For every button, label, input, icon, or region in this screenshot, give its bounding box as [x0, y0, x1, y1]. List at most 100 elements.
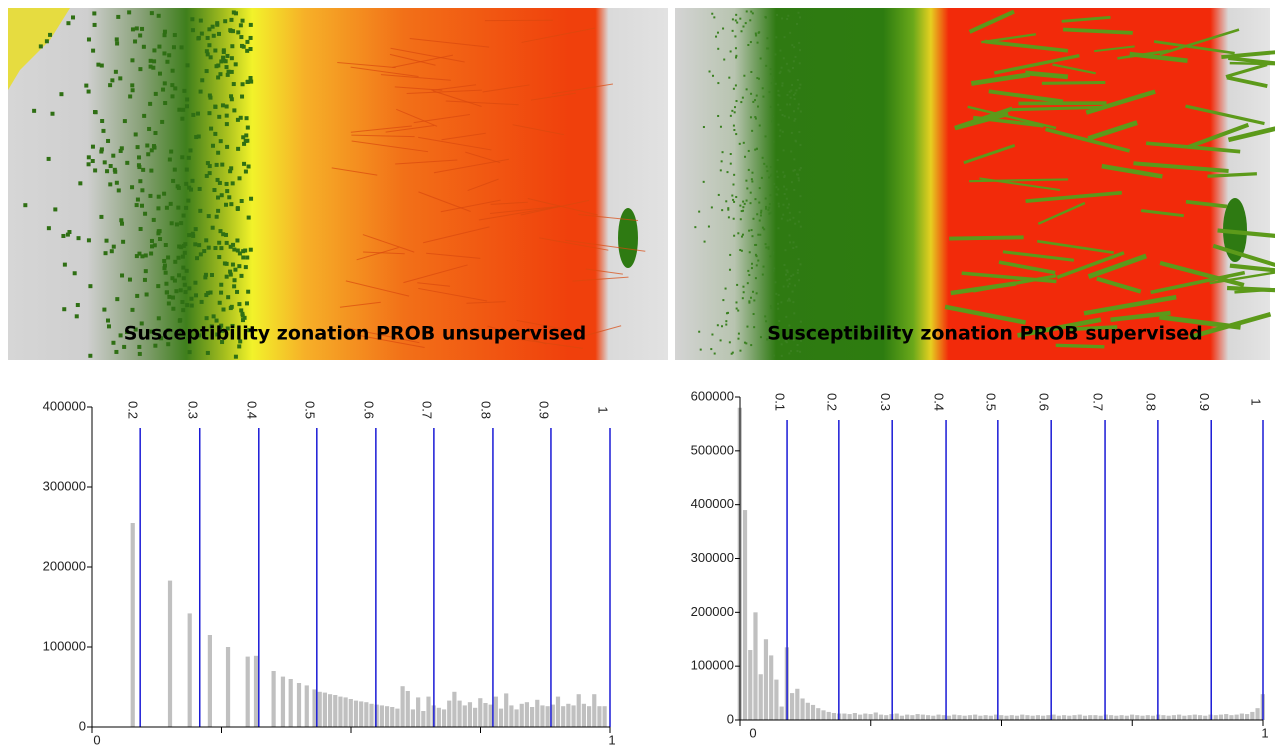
bar	[915, 714, 920, 720]
bar	[369, 703, 374, 727]
map-pixel	[761, 226, 764, 229]
bar	[426, 696, 431, 727]
map-pixel	[211, 33, 216, 38]
map-pixel	[777, 123, 780, 126]
map-pixel	[793, 158, 796, 161]
map-pixel	[764, 197, 767, 200]
map-pixel	[176, 185, 181, 190]
map-pixel	[171, 306, 176, 311]
map-pixel	[792, 60, 795, 63]
map-pixel	[130, 307, 135, 312]
map-streak	[1069, 325, 1118, 332]
map-pixel	[743, 341, 746, 344]
map-pixel	[755, 255, 758, 258]
bar	[1051, 714, 1056, 720]
map-streak	[1159, 28, 1240, 56]
map-pixel	[229, 69, 234, 74]
map-pixel	[164, 281, 169, 286]
map-pixel	[172, 167, 177, 172]
map-pixel	[176, 255, 181, 260]
map-pixel	[789, 218, 792, 221]
map-streak	[339, 301, 381, 308]
map-pixel	[198, 208, 203, 213]
map-streak	[350, 66, 419, 77]
map-pixel	[241, 249, 246, 254]
map-pixel	[127, 10, 132, 15]
map-pixel	[133, 39, 138, 44]
map-pixel	[195, 111, 200, 116]
bar	[555, 696, 561, 727]
map-pixel	[228, 272, 233, 277]
map-pixel	[137, 155, 142, 160]
map-pixel	[205, 350, 210, 355]
map-pixel	[230, 181, 235, 186]
map-pixel	[764, 315, 767, 318]
map-pixel	[754, 253, 757, 256]
map-pixel	[771, 120, 774, 123]
bar	[353, 700, 359, 727]
map-pixel	[114, 37, 119, 42]
bar	[946, 715, 952, 720]
map-pixel	[767, 246, 770, 249]
map-pixel	[748, 301, 751, 304]
map-pixel	[786, 271, 789, 274]
bar	[322, 692, 327, 727]
map-streak	[565, 239, 646, 252]
map-pixel	[788, 103, 791, 106]
map-pixel	[233, 62, 238, 67]
map-streak	[1083, 294, 1177, 316]
map-pixel	[248, 35, 253, 40]
map-streak	[1221, 50, 1275, 59]
bar	[769, 655, 774, 720]
map-pixel	[748, 251, 751, 254]
map-pixel	[109, 249, 114, 254]
class-label: 0.3	[878, 393, 893, 411]
map-pixel	[93, 110, 98, 115]
map-pixel	[729, 253, 732, 256]
map-pixel	[86, 37, 91, 42]
map-pixel	[792, 247, 795, 250]
map-pixel	[156, 284, 161, 289]
map-pixel	[742, 291, 745, 294]
map-pixel	[745, 342, 748, 345]
map-pixel	[794, 222, 797, 225]
map-pixel	[711, 74, 714, 77]
class-label: 0.5	[983, 393, 998, 411]
map-pixel	[246, 164, 251, 169]
map-pixel	[118, 148, 123, 153]
map-streak	[950, 281, 1017, 296]
map-pixel	[742, 285, 745, 288]
map-pixel	[799, 339, 802, 342]
map-pixel	[757, 105, 760, 108]
bar	[478, 698, 483, 727]
map-pixel	[792, 241, 795, 244]
map-pixel	[751, 171, 754, 174]
map-pixel	[788, 278, 791, 281]
map-streak	[970, 72, 1031, 86]
map-pixel	[202, 249, 207, 254]
map-pixel	[702, 126, 705, 129]
map-pixel	[733, 173, 736, 176]
map-streak	[392, 54, 454, 68]
map-pixel	[141, 167, 146, 172]
map-streak	[1002, 250, 1075, 262]
bar	[868, 714, 873, 720]
map-pixel	[235, 117, 240, 122]
map-pixel	[735, 307, 738, 310]
map-pixel	[723, 58, 726, 61]
bar	[1234, 714, 1239, 720]
map-pixel	[777, 294, 780, 297]
map-pixel	[67, 230, 72, 235]
map-pixel	[794, 55, 797, 58]
bar	[592, 694, 597, 727]
map-pixel	[748, 274, 751, 277]
map-pixel	[783, 36, 786, 39]
map-pixel	[703, 240, 706, 243]
x-tick-label: 1	[1261, 725, 1268, 740]
map-pixel	[119, 218, 124, 223]
map-pixel	[745, 10, 748, 13]
map-pixel	[747, 168, 750, 171]
map-pixel	[238, 23, 243, 28]
map-pixel	[756, 77, 759, 80]
map-streak	[967, 105, 1057, 130]
